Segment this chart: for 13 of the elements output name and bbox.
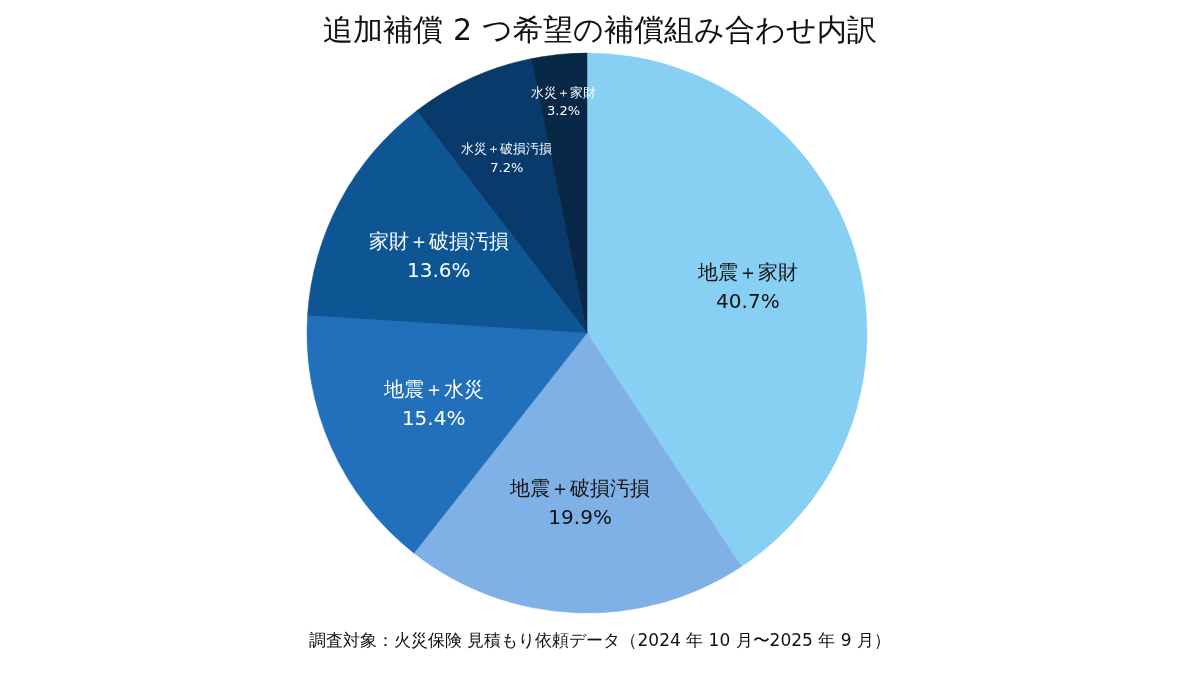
slice-label: 地震＋破損汚損 bbox=[509, 475, 651, 500]
slice-label: 家財＋破損汚損 bbox=[368, 228, 509, 253]
data-label: 7.2% bbox=[490, 159, 524, 175]
data-label: 19.9% bbox=[548, 504, 612, 529]
slice-label: 地震＋家財 bbox=[696, 259, 798, 284]
data-label: 13.6% bbox=[407, 257, 471, 282]
data-label: 15.4% bbox=[401, 405, 466, 430]
slice-label: 水災＋破損汚損 bbox=[461, 141, 553, 157]
slice-label: 地震＋水災 bbox=[382, 376, 484, 401]
data-label: 40.7% bbox=[716, 288, 780, 313]
data-label: 3.2% bbox=[547, 103, 581, 119]
chart-title: 追加補償 2 つ希望の補償組み合わせ内訳 bbox=[323, 12, 877, 47]
text: 調査対象：火災保険 見積もり依頼データ（2024 年 10 月〜2025 年 9 月） bbox=[309, 630, 891, 650]
